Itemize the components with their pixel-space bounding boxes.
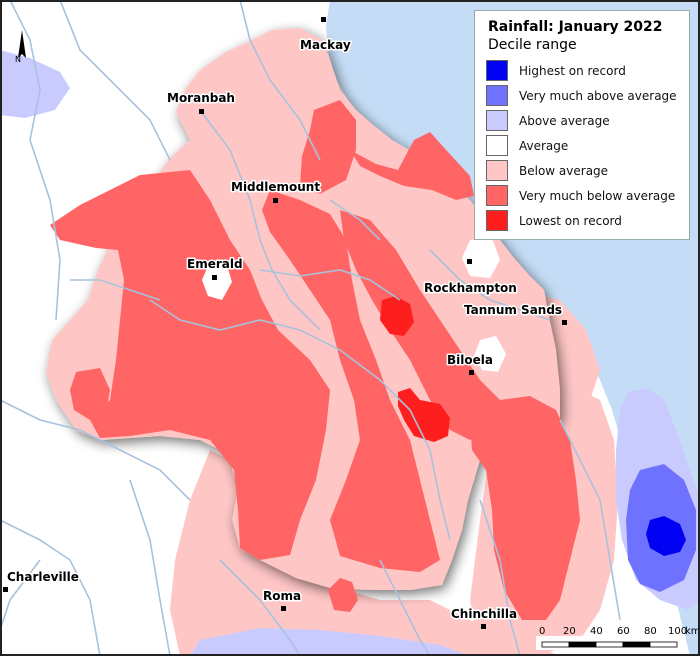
- very-much-below-average-roma: [328, 578, 358, 612]
- scale-segment: [595, 641, 624, 648]
- town-rockhampton[interactable]: Rockhampton: [423, 259, 518, 297]
- scale-unit: km: [685, 626, 700, 637]
- town-label-middlemount: Middlemount: [231, 180, 320, 194]
- legend: Rainfall: January 2022 Decile range High…: [474, 10, 690, 240]
- legend-item: Very much below average: [483, 183, 681, 208]
- very-much-below-average-north: [300, 100, 356, 194]
- town-marker-icon: [281, 606, 286, 611]
- scale-bar: 0 20 40 60 80 100 km: [536, 626, 700, 650]
- town-emerald[interactable]: Emerald: [186, 256, 244, 280]
- legend-swatch: [486, 135, 508, 156]
- legend-swatch: [486, 185, 508, 206]
- town-label-charleville: Charleville: [7, 570, 79, 584]
- town-mackay[interactable]: Mackay: [299, 17, 352, 54]
- legend-items: Highest on record Very much above average…: [483, 58, 681, 233]
- town-middlemount[interactable]: Middlemount: [230, 179, 322, 203]
- legend-label: Very much above average: [519, 88, 677, 103]
- town-label-moranbah: Moranbah: [167, 91, 235, 105]
- scale-segments: [541, 641, 678, 648]
- town-marker-icon: [562, 320, 567, 325]
- north-arrow: N: [15, 30, 26, 64]
- legend-swatch: [486, 110, 508, 131]
- very-much-below-average-main: [50, 170, 330, 560]
- legend-item: Average: [483, 133, 681, 158]
- town-label-emerald: Emerald: [187, 257, 243, 271]
- scale-segment: [649, 641, 678, 648]
- north-arrow-icon: [18, 30, 26, 58]
- above-average-outer-west: [0, 50, 70, 118]
- very-much-below-average-east: [470, 396, 580, 620]
- town-marker-icon: [481, 624, 486, 629]
- scale-segment: [622, 641, 651, 648]
- scale-tick-label: 80: [644, 626, 657, 637]
- scale-tick-label: 20: [563, 626, 576, 637]
- legend-label: Lowest on record: [519, 213, 622, 228]
- town-marker-icon: [199, 109, 204, 114]
- town-roma[interactable]: Roma: [262, 588, 303, 611]
- legend-subtitle: Decile range: [488, 37, 577, 53]
- below-average-outer-south: [170, 450, 560, 656]
- town-label-chinchilla: Chinchilla: [451, 607, 517, 621]
- scale-segment: [568, 641, 597, 648]
- lowest-on-record-south: [398, 388, 450, 442]
- town-marker-icon: [212, 275, 217, 280]
- scale-tick-label: 40: [590, 626, 603, 637]
- highest-on-record-east: [646, 516, 686, 556]
- legend-label: Highest on record: [519, 63, 626, 78]
- legend-label: Average: [519, 138, 569, 153]
- town-chinchilla[interactable]: Chinchilla: [450, 606, 519, 629]
- scale-tick-label: 0: [539, 626, 545, 637]
- lowest-on-record-north: [380, 296, 414, 336]
- town-marker-icon: [321, 17, 326, 22]
- town-marker-icon: [469, 370, 474, 375]
- legend-swatch: [486, 210, 508, 231]
- average-pocket-coast: [462, 238, 500, 278]
- town-label-biloela: Biloela: [447, 353, 493, 367]
- legend-label: Below average: [519, 163, 609, 178]
- legend-item: Very much above average: [483, 83, 681, 108]
- rivers: [0, 0, 621, 656]
- legend-label: Very much below average: [519, 188, 676, 203]
- average-pocket-biloela: [474, 336, 506, 372]
- very-much-below-average-west: [70, 368, 110, 420]
- town-marker-icon: [273, 198, 278, 203]
- town-label-mackay: Mackay: [300, 38, 351, 52]
- scale-ticks: 0 20 40 60 80 100: [539, 626, 687, 637]
- scale-tick-label: 60: [617, 626, 630, 637]
- legend-swatch: [486, 60, 508, 81]
- legend-swatch: [486, 160, 508, 181]
- very-much-below-average-ridge: [340, 210, 500, 440]
- town-label-tannum-sands: Tannum Sands: [464, 303, 562, 317]
- legend-item: Highest on record: [483, 58, 681, 83]
- average-pocket-emerald: [202, 262, 232, 300]
- scale-segment: [541, 641, 570, 648]
- town-moranbah[interactable]: Moranbah: [166, 90, 236, 114]
- very-much-below-average-coast: [350, 132, 474, 200]
- town-label-rockhampton: Rockhampton: [424, 281, 517, 295]
- legend-label: Above average: [519, 113, 610, 128]
- legend-item: Lowest on record: [483, 208, 681, 233]
- legend-swatch: [486, 85, 508, 106]
- north-label: N: [15, 55, 21, 64]
- legend-title: Rainfall: January 2022: [488, 19, 663, 35]
- legend-item: Above average: [483, 108, 681, 133]
- town-label-roma: Roma: [263, 589, 301, 603]
- legend-item: Below average: [483, 158, 681, 183]
- town-tannum-sands[interactable]: Tannum Sands: [463, 302, 567, 325]
- town-biloela[interactable]: Biloela: [446, 352, 494, 375]
- town-marker-icon: [467, 259, 472, 264]
- town-marker-icon: [3, 587, 8, 592]
- above-average-outer-southwest: [190, 628, 470, 656]
- town-charleville[interactable]: Charleville: [3, 569, 80, 592]
- scale-tick-label: 100: [668, 626, 687, 637]
- very-much-below-average-central: [262, 190, 440, 572]
- towns: Mackay Moranbah Middlemount Emerald Rock…: [3, 17, 567, 629]
